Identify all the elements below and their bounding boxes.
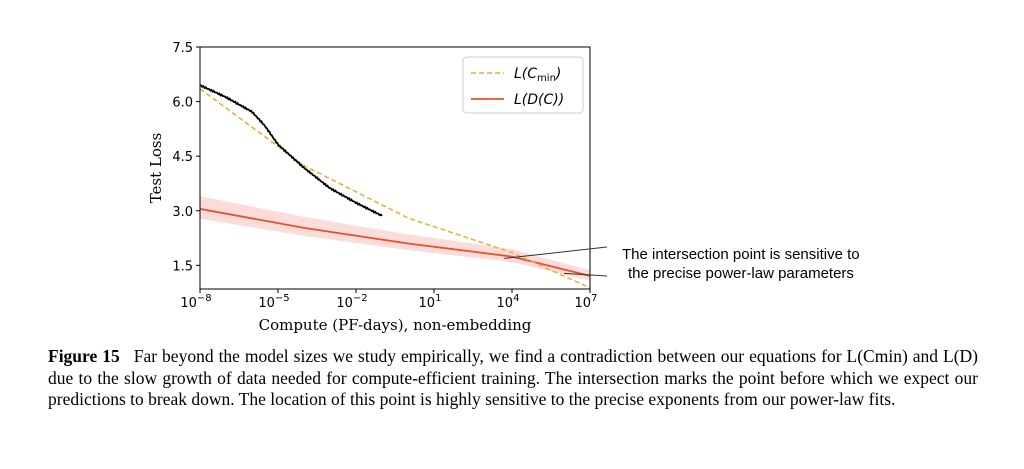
x-tick-label: 107 — [575, 293, 598, 311]
x-axis-ticks: 10−8 10−5 10−2 101 104 107 — [180, 289, 597, 311]
y-tick-label: 7.5 — [172, 41, 193, 56]
y-tick-label: 4.5 — [172, 150, 193, 165]
y-axis-ticks: 1.5 3.0 4.5 6.0 7.5 — [172, 41, 200, 274]
ldc-series-line — [200, 208, 590, 277]
plot-area — [200, 84, 590, 289]
plot-frame — [199, 46, 591, 290]
x-tick-label: 10−2 — [336, 293, 367, 311]
annotation-pointer-1 — [504, 246, 608, 259]
x-tick-label: 101 — [419, 293, 442, 311]
x-tick-label: 10−8 — [180, 293, 211, 311]
ldc-confidence-band — [200, 196, 590, 281]
empirical-series-line — [200, 84, 383, 217]
x-tick-label: 10−5 — [258, 293, 289, 311]
caption-text: Far beyond the model sizes we study empi… — [48, 346, 978, 409]
figure-caption: Figure 15 Far beyond the model sizes we s… — [48, 346, 978, 411]
annotation-text-line-2: the precise power-law parameters — [628, 265, 854, 282]
figure-label: Figure 15 — [48, 346, 120, 366]
x-tick-label: 104 — [497, 293, 520, 311]
x-axis-label: Compute (PF-days), non-embedding — [259, 316, 532, 334]
annotation-text-line-1: The intersection point is sensitive to — [622, 246, 860, 263]
y-tick-label: 1.5 — [172, 259, 193, 274]
intersection-annotation: The intersection point is sensitive to t… — [504, 246, 860, 282]
y-tick-label: 3.0 — [172, 205, 193, 220]
y-tick-label: 6.0 — [172, 96, 193, 111]
annotation-pointer-2 — [563, 272, 608, 277]
legend-label-ldc: L(D(C)) — [514, 92, 564, 108]
legend-label-lcmin: L(Cmin) — [514, 66, 561, 84]
y-axis-label: Test Loss — [147, 133, 165, 204]
legend: L(Cmin) L(D(C)) — [462, 56, 584, 114]
scaling-plot: 10−8 10−5 10−2 101 104 107 1.5 3.0 4.5 6.0 7.5 Co… — [147, 41, 860, 334]
